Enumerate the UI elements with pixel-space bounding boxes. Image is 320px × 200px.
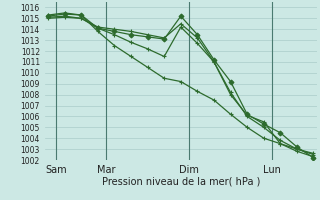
X-axis label: Pression niveau de la mer( hPa ): Pression niveau de la mer( hPa ) <box>102 176 260 186</box>
